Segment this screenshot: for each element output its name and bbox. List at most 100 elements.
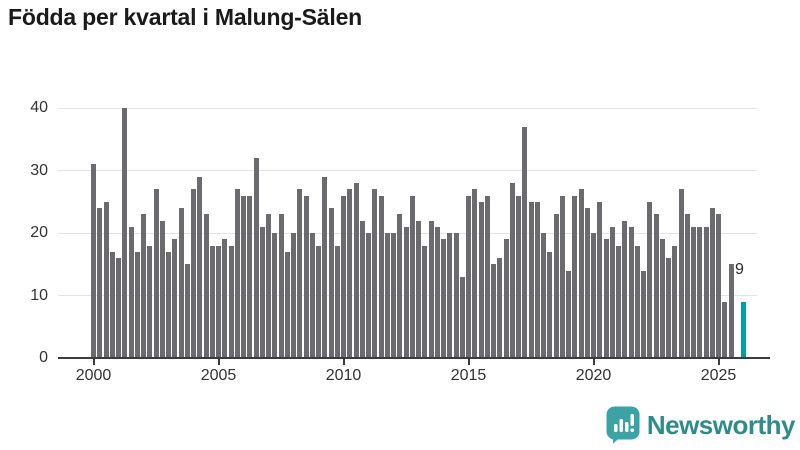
bar [253,158,259,358]
bar [153,189,159,358]
bar [453,233,459,358]
bar [703,226,709,358]
bar [247,195,253,358]
bar [609,226,615,358]
bar [559,195,565,358]
bar [522,126,528,358]
bar [622,220,628,358]
bar [141,214,146,358]
chart-title: Födda per kvartal i Malung-Sälen [8,4,363,30]
bar [191,189,196,358]
bar [266,214,271,358]
bar [341,195,346,358]
bar [116,258,121,358]
x-axis-tick [592,359,595,365]
bar [578,189,584,358]
bar [684,214,690,358]
bar [278,214,284,358]
bar [478,201,484,358]
bar [209,245,215,358]
x-axis-tick-label: 2020 [575,367,612,384]
bar [353,183,359,358]
bar [447,233,453,358]
bar [378,195,384,358]
bar [472,189,478,358]
bar [547,251,553,358]
bar [666,258,671,358]
bar [634,245,640,358]
bar [391,233,396,358]
bar [328,208,334,358]
bar [709,208,715,358]
branding-name: Newsworthy [646,409,796,440]
bar [722,301,728,358]
y-axis-tick-label: 30 [30,161,48,179]
bar [216,245,221,358]
bar [441,239,446,358]
bar [291,233,296,358]
bar [697,226,703,358]
y-gridline [58,170,757,171]
bar [516,195,521,358]
bar [416,220,421,358]
bar [728,264,734,358]
bar [541,233,546,358]
y-gridline [58,107,757,109]
bar [347,189,353,358]
bar [303,195,309,358]
bar [528,201,534,358]
bar [491,264,496,358]
bar [422,245,428,358]
bar [603,239,609,358]
bar [572,195,578,358]
bar [322,176,328,358]
bar [284,251,290,358]
bar [384,233,390,358]
bar [159,220,165,358]
bar [241,195,246,358]
bar [672,245,678,358]
bar [716,214,721,358]
bar [691,226,696,358]
bar [653,214,659,358]
bar [234,189,240,358]
bar [109,251,115,358]
bar [272,233,278,358]
bar [203,214,209,358]
bar [628,226,634,358]
bar [147,245,153,358]
x-axis-tick [217,359,220,365]
bar [641,270,646,358]
bar [597,201,603,358]
bar [741,301,746,358]
bar [128,226,134,358]
y-axis-tick-label: 0 [39,349,48,366]
x-axis-tick [92,359,95,365]
y-axis-tick-label: 10 [30,286,48,304]
x-axis-tick [467,359,470,365]
bar [678,189,684,358]
bar [259,226,265,358]
y-axis-tick-label: 20 [30,224,48,241]
bar [316,245,321,358]
bar [503,239,509,358]
bar [359,220,365,358]
bar [297,189,303,358]
bar [659,239,665,358]
bar [122,108,128,358]
bar [566,270,571,358]
bar [172,239,178,358]
bar [509,183,515,358]
x-axis-tick-label: 2015 [450,367,487,384]
bar [372,189,378,358]
bar [553,214,559,358]
bar [134,251,140,358]
bar [228,245,234,358]
bar [197,176,203,358]
bar [497,258,503,358]
bar [647,201,653,358]
branding-footer: Newsworthy [606,406,796,444]
newsworthy-logo-icon [606,406,640,444]
bar [534,201,540,358]
latest-value-label: 9 [735,261,744,278]
